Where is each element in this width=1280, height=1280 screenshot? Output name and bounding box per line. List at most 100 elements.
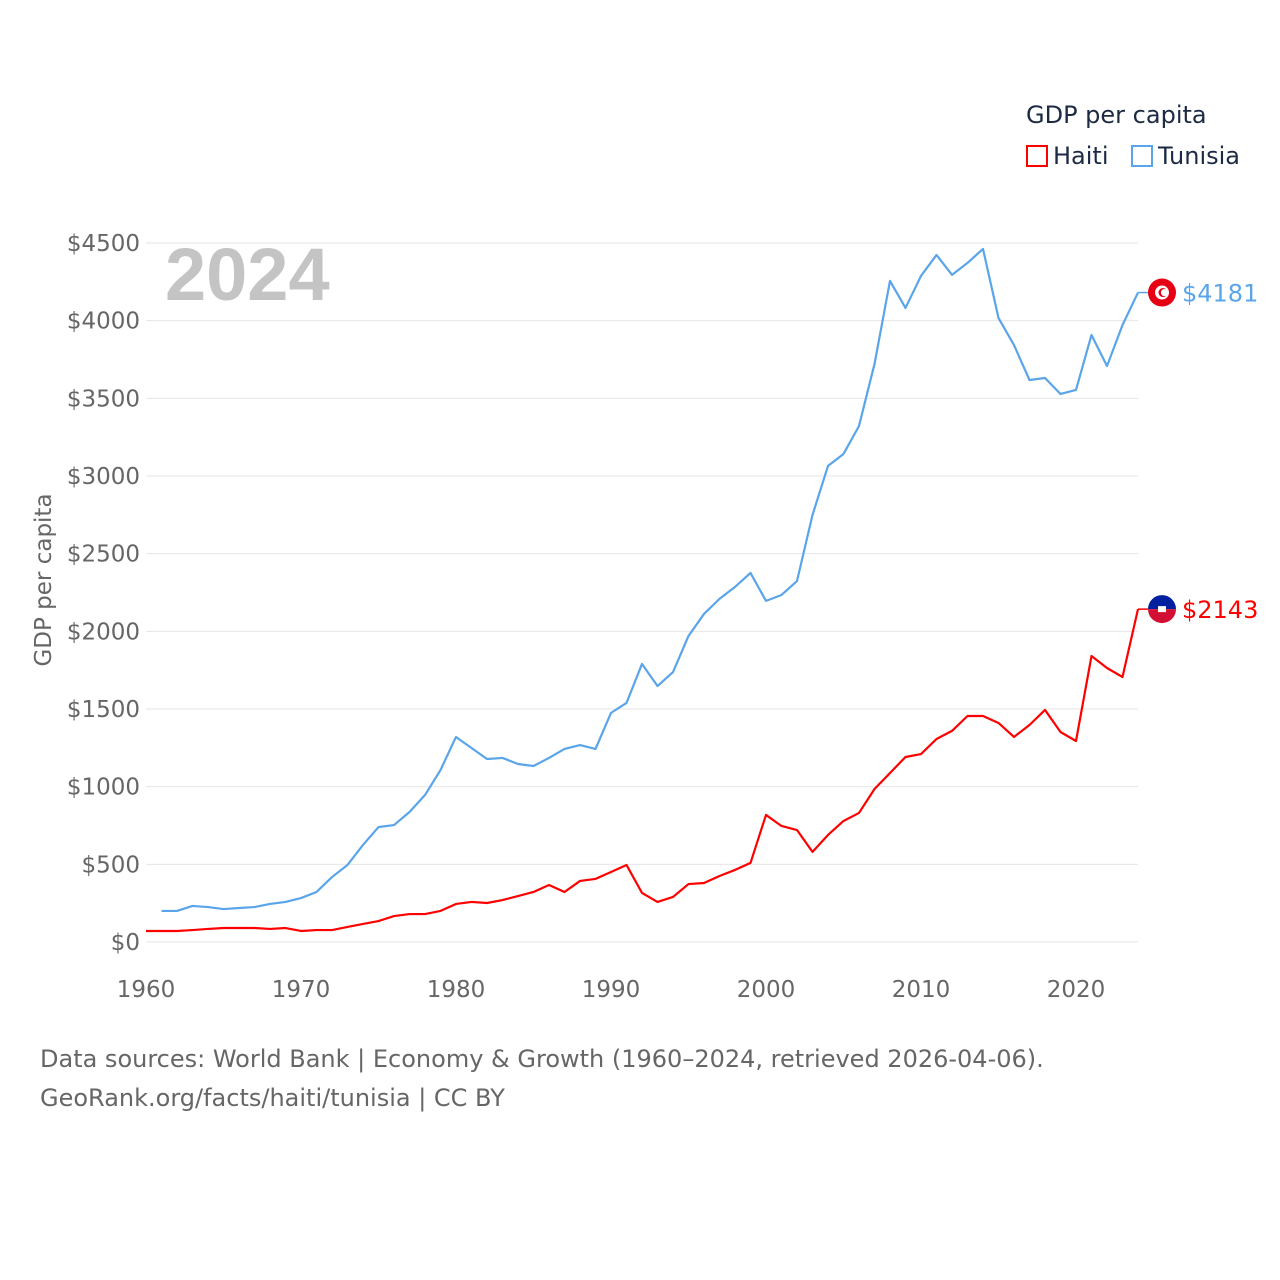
data-point[interactable] [576, 741, 584, 749]
data-point[interactable] [266, 900, 274, 908]
data-point[interactable] [561, 745, 569, 753]
data-point[interactable] [685, 880, 693, 888]
data-point[interactable] [747, 859, 755, 867]
data-point[interactable] [483, 755, 491, 763]
data-point[interactable] [809, 848, 817, 856]
data-point[interactable] [700, 610, 708, 618]
data-point[interactable] [173, 907, 181, 915]
data-point[interactable] [189, 902, 197, 910]
data-point[interactable] [948, 271, 956, 279]
data-point[interactable] [344, 861, 352, 869]
data-point[interactable] [545, 881, 553, 889]
data-point[interactable] [359, 920, 367, 928]
legend-item-haiti[interactable]: Haiti [1026, 142, 1109, 170]
data-point[interactable] [251, 924, 259, 932]
data-point[interactable] [917, 272, 925, 280]
data-point[interactable] [716, 872, 724, 880]
data-point[interactable] [421, 791, 429, 799]
data-point[interactable] [313, 888, 321, 896]
data-point[interactable] [809, 511, 817, 519]
data-point[interactable] [204, 903, 212, 911]
data-point[interactable] [607, 868, 615, 876]
data-point[interactable] [499, 896, 507, 904]
data-point[interactable] [1041, 374, 1049, 382]
data-point[interactable] [623, 861, 631, 869]
data-point[interactable] [793, 826, 801, 834]
data-point[interactable] [592, 875, 600, 883]
data-point[interactable] [545, 754, 553, 762]
data-point[interactable] [313, 926, 321, 934]
data-point[interactable] [669, 893, 677, 901]
data-point[interactable] [902, 753, 910, 761]
data-point[interactable] [235, 904, 243, 912]
data-point[interactable] [344, 923, 352, 931]
data-point[interactable] [468, 898, 476, 906]
data-point[interactable] [406, 910, 414, 918]
data-point[interactable] [421, 910, 429, 918]
data-point[interactable] [1088, 331, 1096, 339]
data-point[interactable] [235, 924, 243, 932]
data-point[interactable] [452, 733, 460, 741]
data-point[interactable] [871, 360, 879, 368]
data-point[interactable] [886, 769, 894, 777]
data-point[interactable] [731, 583, 739, 591]
data-point[interactable] [514, 892, 522, 900]
data-point[interactable] [1057, 728, 1065, 736]
data-point[interactable] [266, 925, 274, 933]
data-point[interactable] [530, 888, 538, 896]
data-point[interactable] [840, 817, 848, 825]
data-point[interactable] [390, 821, 398, 829]
data-point[interactable] [685, 632, 693, 640]
data-point[interactable] [375, 917, 383, 925]
data-point[interactable] [840, 450, 848, 458]
data-point[interactable] [700, 879, 708, 887]
data-point[interactable] [902, 304, 910, 312]
data-point[interactable] [468, 744, 476, 752]
data-point[interactable] [437, 907, 445, 915]
data-point[interactable] [1010, 341, 1018, 349]
data-point[interactable] [886, 277, 894, 285]
data-point[interactable] [1072, 386, 1080, 394]
data-point[interactable] [375, 823, 383, 831]
data-point[interactable] [1119, 321, 1127, 329]
data-point[interactable] [1057, 390, 1065, 398]
data-point[interactable] [158, 927, 166, 935]
data-point[interactable] [142, 927, 150, 935]
data-point[interactable] [1119, 673, 1127, 681]
data-point[interactable] [964, 712, 972, 720]
data-point[interactable] [1010, 733, 1018, 741]
data-point[interactable] [747, 569, 755, 577]
data-point[interactable] [933, 735, 941, 743]
data-point[interactable] [282, 924, 290, 932]
data-point[interactable] [1088, 652, 1096, 660]
data-point[interactable] [173, 927, 181, 935]
data-point[interactable] [762, 597, 770, 605]
data-point[interactable] [871, 785, 879, 793]
data-point[interactable] [964, 259, 972, 267]
data-point[interactable] [390, 912, 398, 920]
data-point[interactable] [716, 595, 724, 603]
data-point[interactable] [623, 699, 631, 707]
data-point[interactable] [855, 809, 863, 817]
data-point[interactable] [483, 899, 491, 907]
data-point[interactable] [1072, 737, 1080, 745]
data-point[interactable] [793, 577, 801, 585]
data-point[interactable] [328, 926, 336, 934]
data-point[interactable] [530, 762, 538, 770]
data-point[interactable] [824, 462, 832, 470]
data-point[interactable] [1026, 721, 1034, 729]
data-point[interactable] [638, 660, 646, 668]
data-point[interactable] [824, 831, 832, 839]
data-point[interactable] [778, 591, 786, 599]
data-point[interactable] [499, 754, 507, 762]
data-point[interactable] [917, 750, 925, 758]
data-point[interactable] [359, 841, 367, 849]
data-point[interactable] [576, 877, 584, 885]
data-point[interactable] [452, 900, 460, 908]
data-point[interactable] [995, 314, 1003, 322]
data-point[interactable] [762, 811, 770, 819]
data-point[interactable] [328, 873, 336, 881]
data-point[interactable] [282, 898, 290, 906]
data-point[interactable] [1041, 706, 1049, 714]
data-point[interactable] [297, 927, 305, 935]
